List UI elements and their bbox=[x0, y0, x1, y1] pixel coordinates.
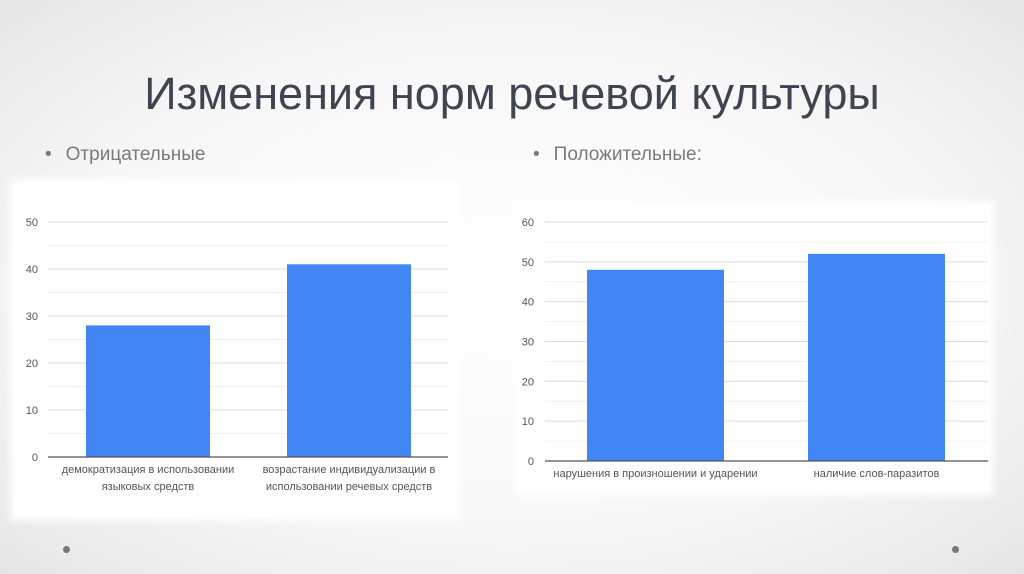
y-tick-label: 10 bbox=[26, 405, 38, 417]
x-tick-label: возрастание индивидуализации в bbox=[263, 464, 436, 476]
y-tick-label: 20 bbox=[26, 358, 38, 370]
y-tick-label: 30 bbox=[26, 311, 38, 323]
chart-negative: 0 10 20 30 40 50 демократизация в использовани… bbox=[26, 217, 448, 493]
y-tick-label: 40 bbox=[26, 264, 38, 276]
chart-negative-panel: 0 10 20 30 40 50 демократизация в использовани… bbox=[14, 183, 455, 517]
bullet-dot-icon: • bbox=[533, 144, 540, 165]
x-tick-label: наличие слов-паразитов bbox=[814, 468, 940, 480]
bullet-dot-icon: • bbox=[45, 144, 52, 165]
bar bbox=[587, 269, 724, 461]
bullet-negative-label: Отрицательные bbox=[65, 144, 206, 165]
bar bbox=[287, 264, 411, 457]
y-tick-label: 0 bbox=[32, 452, 38, 464]
bullet-positive: • Положительные: bbox=[533, 144, 702, 166]
x-tick-label: языковых средств bbox=[102, 481, 195, 493]
y-tick-label: 50 bbox=[522, 257, 534, 269]
x-tick-label: демократизация в использовании bbox=[62, 464, 235, 476]
y-tick-label: 20 bbox=[522, 376, 534, 388]
y-tick-label: 0 bbox=[528, 456, 534, 468]
y-tick-label: 30 bbox=[522, 337, 534, 349]
chart-positive-panel: 0 10 20 30 40 50 60 нарушения в произношении и … bbox=[518, 205, 990, 492]
bullet-negative: • Отрицательные bbox=[45, 144, 205, 166]
y-tick-label: 50 bbox=[26, 217, 38, 229]
y-tick-label: 40 bbox=[522, 297, 534, 309]
slide-dot-icon bbox=[63, 546, 70, 553]
bar bbox=[808, 253, 945, 461]
bullet-positive-label: Положительные: bbox=[553, 144, 702, 165]
chart-positive: 0 10 20 30 40 50 60 нарушения в произношении и … bbox=[522, 217, 988, 480]
slide-dot-icon bbox=[952, 546, 959, 553]
x-tick-label: использовании речевых средств bbox=[266, 481, 432, 493]
bar bbox=[86, 325, 210, 457]
y-tick-label: 60 bbox=[522, 217, 534, 229]
x-tick-label: нарушения в произношении и ударении bbox=[553, 468, 757, 480]
y-tick-label: 10 bbox=[522, 416, 534, 428]
slide-title: Изменения норм речевой культуры bbox=[144, 68, 880, 119]
